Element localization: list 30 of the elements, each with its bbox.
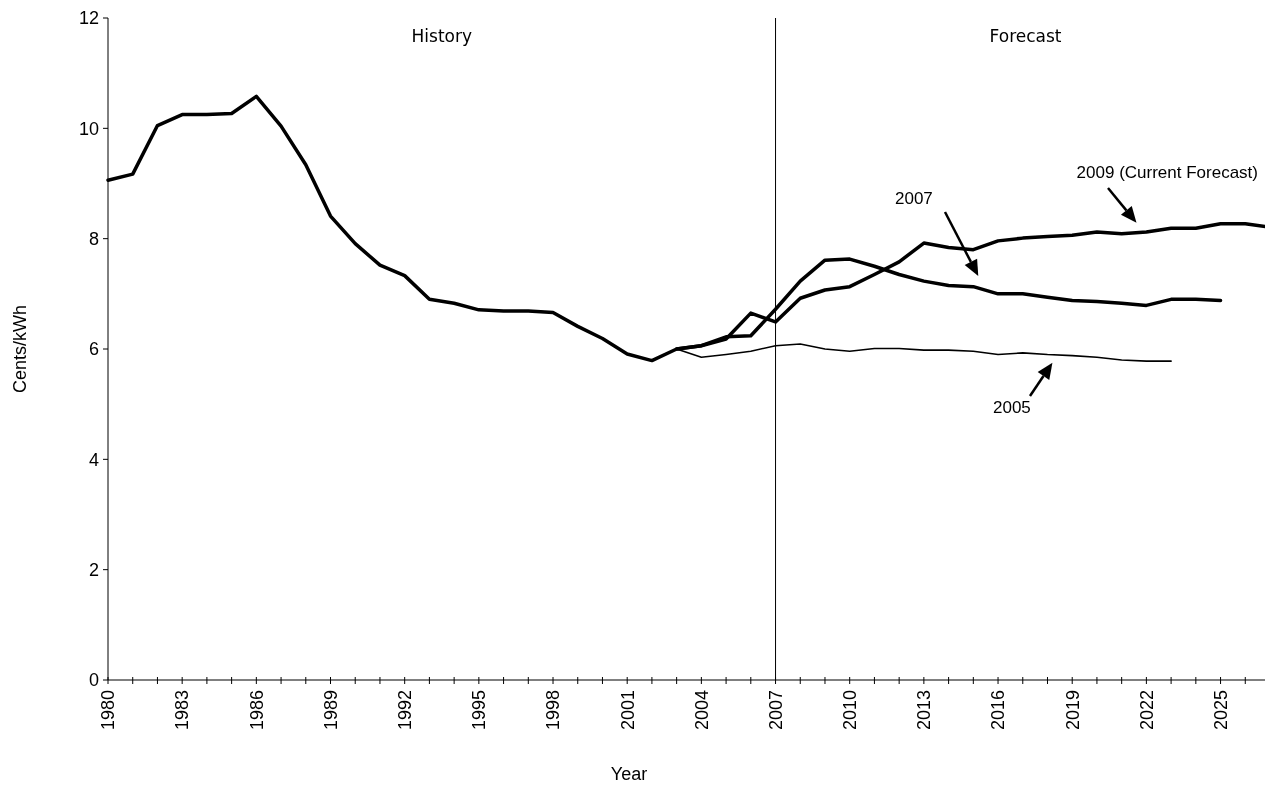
x-axis-title: Year [610, 764, 648, 784]
x-tick-label: 1986 [246, 690, 267, 731]
y-tick-label: 8 [88, 228, 99, 249]
x-tick-label: 1992 [394, 690, 415, 731]
x-tick-label: 2016 [988, 690, 1009, 731]
x-tick-label: 2025 [1210, 690, 1231, 731]
x-tick-label: 1980 [98, 690, 119, 731]
x-tick-label: 2007 [765, 690, 786, 731]
x-tick-label: 2013 [914, 690, 935, 731]
x-tick-label: 1983 [172, 690, 193, 731]
y-tick-label: 0 [88, 670, 99, 691]
text: 2007 [895, 189, 933, 208]
text: 2009 (Current Forecast) [1076, 163, 1258, 182]
y-tick-label: 6 [88, 339, 99, 360]
legend-label: 2005 [993, 398, 1031, 417]
x-tick-label: 1995 [469, 690, 490, 731]
y-tick-label: 10 [78, 118, 99, 139]
y-tick-label: 2 [88, 559, 99, 580]
y-axis-title: Cents/kWh [10, 304, 30, 394]
annotation: History [411, 26, 473, 46]
x-tick-label: 1989 [320, 690, 341, 731]
y-tick-label: 12 [78, 8, 99, 29]
x-tick-label: 2004 [691, 690, 712, 731]
x-tick-label: 2022 [1136, 690, 1157, 731]
x-tick-label: 2010 [840, 690, 860, 731]
x-tick-label: 2019 [1062, 690, 1083, 731]
annotation: Forecast [989, 26, 1062, 46]
x-tick-label: 2001 [617, 690, 638, 731]
y-tick-label: 4 [88, 449, 99, 470]
x-tick-label: 1998 [543, 690, 564, 731]
